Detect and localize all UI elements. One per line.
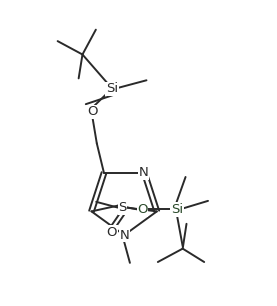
Text: O: O [107,226,117,239]
Text: N: N [138,166,148,179]
Text: Si: Si [106,82,118,95]
Text: O: O [137,203,148,216]
Text: N: N [119,229,129,242]
Text: S: S [118,201,127,214]
Text: O: O [87,105,97,118]
Text: Si: Si [171,203,183,216]
